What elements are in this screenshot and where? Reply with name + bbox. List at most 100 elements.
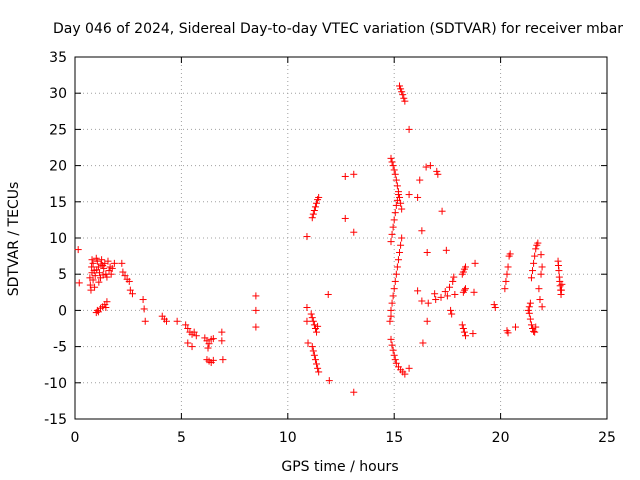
data-point [304,339,312,347]
data-point [390,351,398,359]
data-point [387,154,395,162]
data-point [431,290,439,298]
x-tick-label: 10 [279,430,297,446]
data-point [314,322,322,330]
data-point [388,341,396,349]
data-point [99,271,107,279]
data-point [88,256,96,264]
data-point [405,191,413,199]
x-axis-label: GPS time / hours [281,459,398,475]
data-point [446,283,454,291]
y-tick-label: -10 [44,376,67,392]
data-point [309,347,317,355]
data-point [535,285,543,293]
data-point [392,270,400,278]
data-point [532,323,540,331]
data-point [405,364,413,372]
data-point [204,344,212,352]
data-point [103,273,111,281]
data-point [405,125,413,133]
data-point [530,327,538,335]
x-tick-label: 15 [385,430,403,446]
data-point [387,312,395,320]
data-point [401,97,409,105]
data-point [308,214,316,222]
data-point [188,343,196,351]
data-point [387,238,395,246]
data-point [325,377,333,385]
data-point [491,304,499,312]
x-tick-label: 25 [598,430,616,446]
data-point [388,299,396,307]
x-tick-label: 0 [71,430,80,446]
data-point [555,267,563,275]
data-point [91,283,99,291]
data-point [537,251,545,259]
data-point [389,346,397,354]
data-point [92,254,100,262]
data-point [107,270,115,278]
data-point [441,288,449,296]
data-point [534,239,542,247]
data-point [218,328,226,336]
data-point [504,329,512,337]
data-point [252,306,260,314]
data-point [209,335,217,343]
data-point [252,292,260,300]
data-point [93,266,101,274]
chart-title: Day 046 of 2024, Sidereal Day-to-day VTE… [53,21,623,37]
data-point [390,166,398,174]
data-point [471,259,479,267]
data-point [108,264,116,272]
data-point [184,325,192,332]
data-point [97,260,105,268]
data-point [393,263,401,271]
data-point [451,290,459,298]
data-point [308,343,316,351]
data-point [350,388,358,396]
data-point [414,193,422,201]
data-point [308,314,316,322]
data-point [461,263,469,271]
data-point [310,206,318,214]
data-point [190,328,198,336]
data-point [93,257,101,265]
data-point [537,270,545,278]
data-point [506,250,514,258]
data-point [450,273,458,281]
data-point [390,216,398,224]
data-point [89,276,97,284]
data-point [315,368,323,376]
data-point [387,335,395,343]
data-point [525,309,533,317]
data-point [392,201,400,209]
data-point [538,263,546,271]
data-point [303,317,311,325]
data-point [422,163,430,171]
data-point [530,259,538,267]
data-point [324,290,332,298]
data-point [205,340,213,348]
data-point [443,292,451,300]
data-point [341,172,349,180]
axis-ticks: 0 5 10 15 20 25 -15 -10 -5 0 5 10 15 20 25 30 35 [44,50,616,446]
data-point [219,356,227,364]
data-point [434,170,442,178]
data-point [209,356,217,364]
data-point [313,360,321,368]
data-point [163,317,171,325]
data-point [396,82,404,90]
data-point [461,332,469,340]
data-point [310,351,318,359]
data-point [531,252,539,260]
data-point [350,170,358,178]
data-point [91,272,99,280]
data-point [118,259,126,267]
data-point [110,259,118,267]
data-point [426,162,434,170]
data-point [432,296,440,304]
y-tick-label: 20 [49,159,67,175]
data-point [100,264,108,272]
data-point [423,248,431,256]
data-point [74,246,82,254]
